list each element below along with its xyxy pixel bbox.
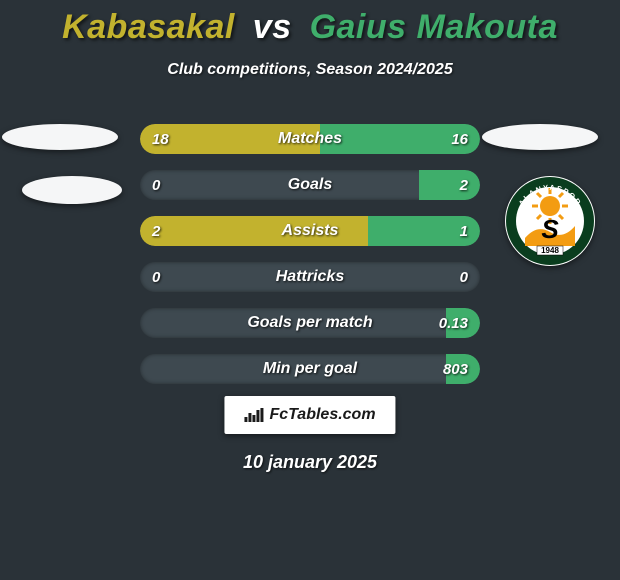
stat-bar-right (320, 124, 480, 154)
bar-chart-icon (244, 408, 263, 422)
stat-row: Goals02 (140, 170, 480, 200)
team-placeholder-ellipse (482, 124, 598, 150)
stat-bar-right (368, 216, 480, 246)
stat-row: Assists21 (140, 216, 480, 246)
date-text: 10 january 2025 (0, 452, 620, 473)
vs-text: vs (253, 8, 292, 46)
stat-bar-right (419, 170, 480, 200)
branding-text: FcTables.com (269, 406, 375, 424)
stat-bar-right (446, 308, 480, 338)
stat-bar-left (140, 216, 368, 246)
stat-label: Hattricks (140, 262, 480, 292)
stat-row: Hattricks0 0 (140, 262, 480, 292)
team-placeholder-ellipse (22, 176, 122, 204)
player2-name: Gaius Makouta (310, 8, 558, 46)
svg-text:1948: 1948 (541, 246, 559, 255)
stats-container: Matches1816Goals02Assists21Hattricks00Go… (140, 124, 480, 400)
stat-row: Goals per match0.13 (140, 308, 480, 338)
comparison-title: Kabasakal vs Gaius Makouta (0, 0, 620, 47)
stat-label: Min per goal (140, 354, 480, 384)
player1-name: Kabasakal (62, 8, 235, 46)
team-logo-right: S 1948 ALANYASPOR (505, 176, 595, 266)
svg-text:S: S (541, 214, 559, 244)
stat-bar-left (140, 124, 320, 154)
stat-label: Goals per match (140, 308, 480, 338)
stat-value-left: 0 (152, 170, 160, 200)
branding-badge: FcTables.com (224, 396, 395, 434)
stat-row: Matches1816 (140, 124, 480, 154)
stat-value-right: 0 (460, 262, 468, 292)
stat-bar-right (446, 354, 480, 384)
team-placeholder-ellipse (2, 124, 118, 150)
stat-row: Min per goal803 (140, 354, 480, 384)
stat-value-left: 0 (152, 262, 160, 292)
subtitle: Club competitions, Season 2024/2025 (0, 61, 620, 79)
